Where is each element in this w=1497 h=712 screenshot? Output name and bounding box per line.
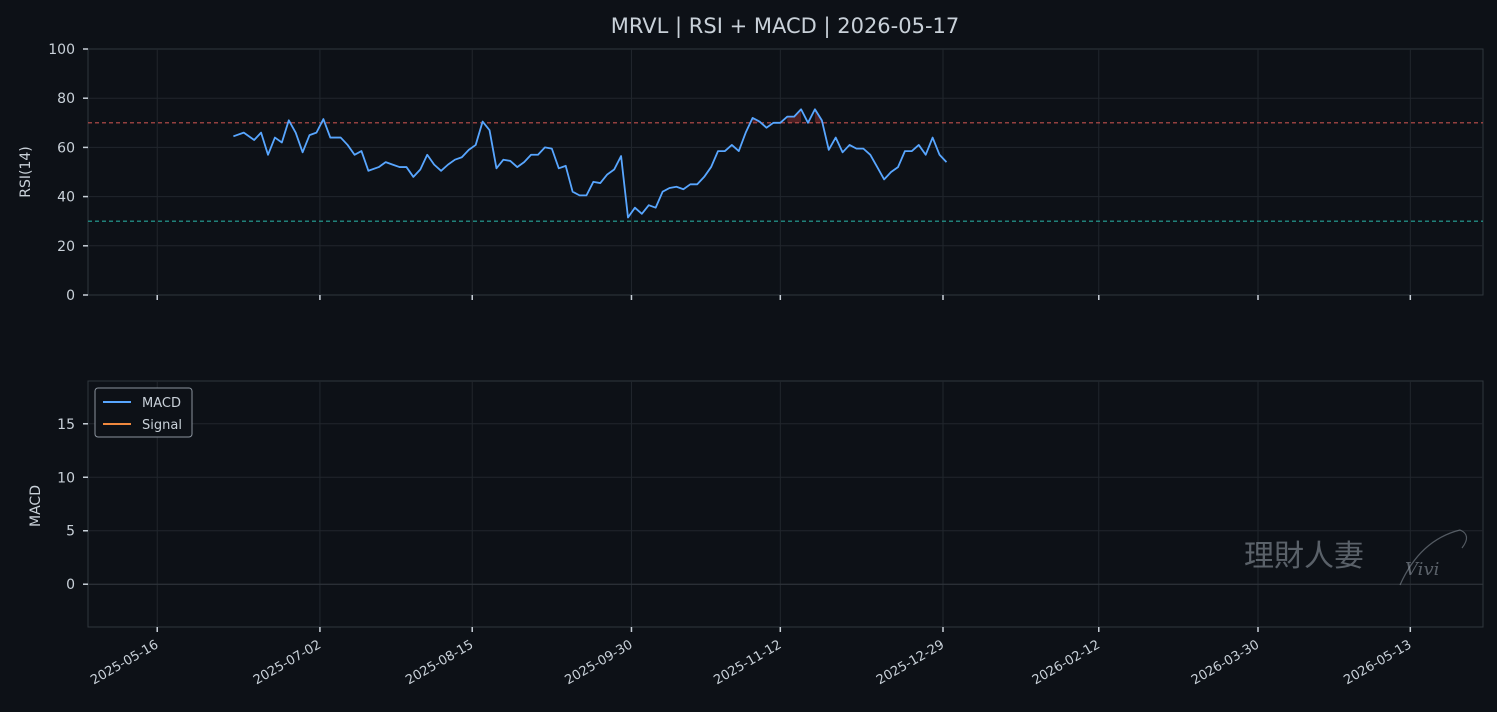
rsi-y-axis-label: RSI(14) <box>18 146 34 197</box>
rsi-panel-frame <box>87 48 1484 296</box>
macd-y-axis: 0 5 10 15 <box>57 417 88 593</box>
macd-y-axis-label: MACD <box>28 485 44 527</box>
rsi-overbought-fill <box>787 109 802 123</box>
watermark-swash <box>1399 529 1468 586</box>
macd-y-tick-label: 10 <box>57 470 75 486</box>
watermark: 理財人妻 Vivi <box>1244 529 1468 586</box>
rsi-y-tick-label: 20 <box>57 239 75 255</box>
rsi-y-tick-label: 60 <box>57 140 75 156</box>
watermark-text: 理財人妻 <box>1244 539 1364 574</box>
rsi-grid <box>88 49 1483 295</box>
rsi-y-tick-label: 40 <box>57 190 75 206</box>
rsi-marks <box>88 108 1483 222</box>
legend-signal-label: Signal <box>142 418 182 433</box>
rsi-y-axis: 0 20 40 60 80 100 <box>48 42 88 304</box>
macd-legend: MACD Signal <box>94 387 193 438</box>
macd-y-tick-label: 0 <box>66 577 75 593</box>
chart-title: MRVL | RSI + MACD | 2026-05-17 <box>611 14 960 39</box>
rsi-y-tick-label: 100 <box>48 42 75 58</box>
macd-y-tick-label: 5 <box>66 524 75 540</box>
watermark-signature: Vivi <box>1405 559 1439 580</box>
legend-macd-label: MACD <box>142 396 181 411</box>
macd-grid <box>88 381 1483 627</box>
rsi-y-tick-label: 80 <box>57 91 75 107</box>
rsi-y-tick-label: 0 <box>66 288 75 304</box>
rsi-line <box>233 108 948 219</box>
macd-y-tick-label: 15 <box>57 417 75 433</box>
macd-panel-frame <box>87 380 1484 628</box>
